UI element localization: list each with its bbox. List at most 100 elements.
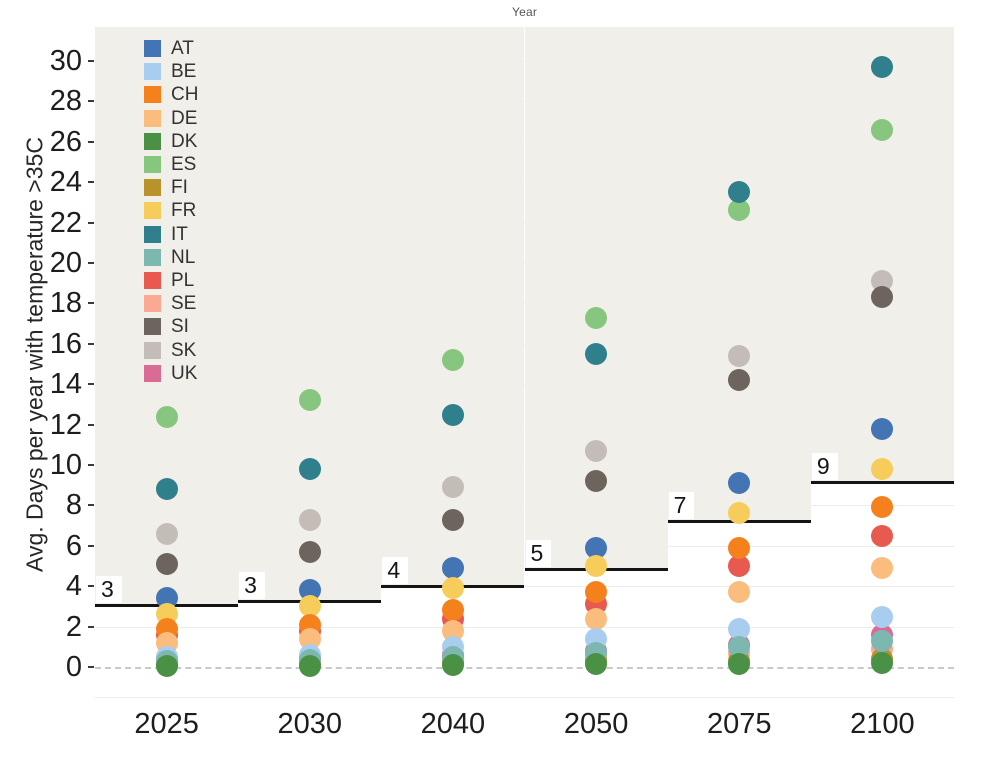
legend-swatch-icon	[144, 40, 161, 58]
y-tick-mark	[88, 625, 94, 628]
legend-label: ES	[171, 154, 197, 176]
y-tick-label: 16	[49, 327, 82, 360]
y-tick-mark	[88, 221, 94, 224]
legend-label: CH	[171, 84, 199, 106]
data-point-SI-2050[interactable]	[585, 470, 608, 493]
data-point-IT-2025[interactable]	[155, 478, 178, 501]
data-point-FR-2050[interactable]	[585, 555, 608, 577]
data-point-FR-2040[interactable]	[441, 577, 464, 600]
legend-item-FR[interactable]: FR	[144, 199, 198, 222]
data-point-BE-2075[interactable]	[728, 617, 751, 640]
threshold-label: 4	[382, 557, 409, 585]
legend-item-DE[interactable]: DE	[144, 107, 198, 130]
data-point-NL-2100[interactable]	[871, 629, 894, 652]
threshold-label: 3	[96, 576, 122, 604]
data-point-ES-2040[interactable]	[441, 348, 464, 371]
y-tick-label: 26	[49, 125, 82, 158]
data-point-DE-2050[interactable]	[585, 607, 608, 630]
y-tick-label: 14	[49, 368, 82, 401]
legend-item-BE[interactable]: BE	[144, 60, 198, 83]
legend-item-CH[interactable]: CH	[144, 83, 198, 106]
legend-item-SI[interactable]: SI	[144, 315, 198, 338]
data-point-CH-2040[interactable]	[441, 599, 464, 622]
data-point-SK-2030[interactable]	[298, 508, 321, 531]
data-point-FR-2075[interactable]	[728, 502, 751, 525]
legend-item-ES[interactable]: ES	[144, 153, 198, 176]
data-point-DK-2050[interactable]	[585, 652, 608, 675]
data-point-SI-2040[interactable]	[441, 508, 464, 531]
data-point-CH-2075[interactable]	[728, 536, 751, 559]
data-point-SI-2025[interactable]	[155, 552, 178, 575]
y-tick-mark	[88, 262, 94, 264]
data-point-BE-2100[interactable]	[871, 605, 894, 628]
legend-item-FI[interactable]: FI	[144, 176, 198, 199]
legend-label: BE	[171, 61, 197, 83]
data-point-AT-2100[interactable]	[871, 417, 894, 440]
plot-area: 3 3 4 5 7 9	[95, 27, 954, 698]
legend-label: FI	[171, 177, 188, 199]
data-point-CH-2100[interactable]	[871, 496, 894, 519]
data-point-ES-2030[interactable]	[298, 389, 321, 412]
threshold-step-region	[381, 27, 525, 589]
data-point-ES-2075[interactable]	[728, 199, 751, 222]
y-tick-mark	[88, 342, 94, 345]
data-point-DK-2030[interactable]	[298, 654, 321, 677]
legend-label: IT	[171, 223, 188, 245]
legend-item-UK[interactable]: UK	[144, 362, 198, 385]
data-point-SI-2100[interactable]	[871, 286, 894, 309]
legend-swatch-icon	[144, 109, 161, 127]
legend-item-IT[interactable]: IT	[144, 223, 198, 246]
legend-item-PL[interactable]: PL	[144, 269, 198, 292]
data-point-AT-2075[interactable]	[728, 472, 751, 495]
y-tick-label: 12	[49, 408, 82, 441]
legend-label: DE	[171, 107, 198, 129]
data-point-FR-2030[interactable]	[298, 595, 321, 618]
y-tick-label: 0	[65, 651, 82, 683]
data-point-SK-2025[interactable]	[155, 522, 178, 545]
legend-swatch-icon	[144, 202, 161, 220]
data-point-ES-2025[interactable]	[155, 405, 178, 428]
data-point-PL-2075[interactable]	[728, 555, 751, 577]
legend-label: NL	[171, 246, 196, 268]
legend-label: SK	[171, 339, 197, 361]
data-point-IT-2050[interactable]	[585, 342, 608, 365]
data-point-DK-2075[interactable]	[728, 652, 751, 675]
legend-item-DK[interactable]: DK	[144, 130, 198, 153]
legend-item-SK[interactable]: SK	[144, 338, 198, 361]
y-tick-mark	[88, 100, 94, 103]
y-tick-mark	[88, 666, 94, 668]
legend-swatch-icon	[144, 156, 161, 174]
data-point-FR-2100[interactable]	[871, 458, 894, 481]
data-point-DK-2025[interactable]	[155, 654, 178, 677]
y-tick-mark	[88, 140, 94, 143]
data-point-SI-2030[interactable]	[298, 540, 321, 563]
legend-item-SE[interactable]: SE	[144, 292, 198, 315]
y-tick-label: 10	[49, 449, 82, 481]
legend-item-NL[interactable]: NL	[144, 246, 198, 269]
data-point-ES-2100[interactable]	[871, 118, 894, 141]
data-point-CH-2050[interactable]	[585, 581, 608, 604]
data-point-AT-2050[interactable]	[585, 536, 608, 559]
data-point-DK-2040[interactable]	[441, 653, 464, 676]
data-point-DE-2075[interactable]	[728, 581, 751, 604]
legend-swatch-icon	[144, 225, 161, 243]
data-point-SI-2075[interactable]	[728, 369, 751, 392]
data-point-SK-2050[interactable]	[585, 439, 608, 462]
legend-label: DK	[171, 130, 198, 152]
data-point-ES-2050[interactable]	[585, 306, 608, 329]
data-point-DE-2100[interactable]	[871, 557, 894, 580]
data-point-NL-2075[interactable]	[728, 635, 751, 658]
data-point-SK-2075[interactable]	[728, 344, 751, 367]
legend-label: SI	[171, 316, 189, 338]
data-point-IT-2100[interactable]	[871, 56, 894, 79]
gridline	[95, 586, 954, 588]
data-point-DK-2100[interactable]	[871, 651, 894, 674]
data-point-IT-2040[interactable]	[441, 403, 464, 426]
data-point-IT-2030[interactable]	[298, 458, 321, 481]
data-point-AT-2040[interactable]	[441, 557, 464, 580]
x-tick-label: 2075	[706, 708, 772, 740]
data-point-SK-2040[interactable]	[441, 476, 464, 499]
data-point-PL-2100[interactable]	[871, 524, 894, 547]
legend-item-AT[interactable]: AT	[144, 37, 198, 60]
data-point-IT-2075[interactable]	[728, 181, 751, 204]
